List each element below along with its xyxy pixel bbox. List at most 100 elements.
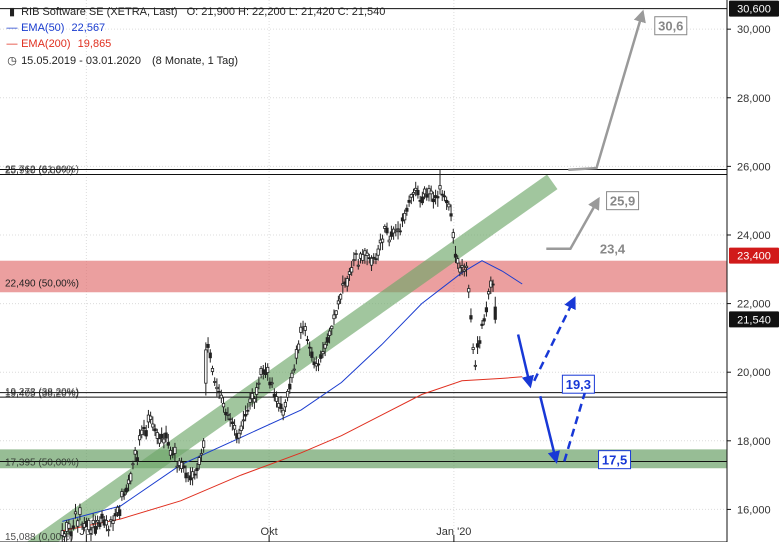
- price-badge: [729, 311, 779, 328]
- candle-body: [213, 381, 217, 383]
- ema50-line-icon: —: [6, 22, 18, 34]
- candle-body: [122, 493, 126, 496]
- candle-body: [182, 465, 186, 469]
- candle-body: [208, 352, 212, 359]
- candle-body: [308, 346, 312, 349]
- candle-body: [78, 507, 82, 515]
- candle-body: [60, 530, 64, 536]
- candle-body: [484, 307, 489, 313]
- candle-body: [376, 248, 380, 256]
- candle-body: [292, 368, 296, 371]
- candle-body: [166, 442, 170, 446]
- candle-body: [319, 354, 323, 359]
- period-detail: (8 Monate, 1 Tag): [152, 55, 239, 67]
- candle-body: [228, 418, 232, 421]
- candle-body: [100, 513, 104, 519]
- level-label: 25,762 (61,80%): [5, 165, 79, 176]
- zone-label: 22,490 (50,00%): [5, 278, 79, 289]
- candle-body: [305, 339, 310, 342]
- y-tick-label: 16,000: [737, 504, 771, 516]
- candle-body: [429, 190, 433, 195]
- price-badge-label: 30,600: [737, 4, 771, 16]
- candle-body: [149, 415, 153, 420]
- candle-body: [210, 368, 215, 372]
- candle-body: [279, 403, 283, 409]
- candle-body: [219, 394, 223, 399]
- candle-body: [310, 351, 314, 358]
- ema200-value: 19,865: [77, 38, 112, 50]
- candle-body: [124, 487, 128, 493]
- candle-body: [252, 398, 257, 403]
- candle-body: [460, 265, 464, 268]
- candle-body: [475, 343, 480, 348]
- y-tick-label: 24,000: [737, 230, 771, 242]
- target-label: 17,5: [602, 453, 627, 468]
- projection-arrow: [568, 9, 646, 172]
- support-zone: [0, 449, 780, 469]
- candle-body: [440, 193, 444, 196]
- projection-arrow: [546, 196, 600, 250]
- candle-body: [482, 318, 486, 322]
- candle-body: [111, 520, 115, 524]
- candle-body: [131, 463, 135, 466]
- target-box: [606, 191, 640, 211]
- candle-body: [270, 382, 274, 385]
- candle-body: [350, 267, 354, 273]
- candle-body: [140, 429, 144, 436]
- candle-body: [469, 315, 473, 320]
- candle-body: [464, 265, 469, 268]
- level-label: 15,088 (0,00%): [5, 532, 73, 542]
- level-label: 17,395 (50,00%): [5, 458, 79, 469]
- candle-body: [160, 433, 164, 439]
- target-label: 30,6: [658, 19, 683, 34]
- candle-body: [157, 438, 162, 444]
- candle-body: [467, 288, 471, 293]
- candle-body: [288, 383, 292, 390]
- price-badge: [729, 0, 779, 17]
- candle-body: [93, 525, 97, 534]
- y-tick-label: 22,000: [737, 299, 771, 311]
- candle-body: [336, 300, 340, 305]
- candle-body: [396, 228, 400, 231]
- candle-body: [420, 196, 424, 204]
- price-badges: 30,600 23,400 21,540: [729, 0, 779, 328]
- candle-body: [274, 396, 279, 402]
- candle-body: [73, 511, 78, 515]
- candle-body: [398, 230, 402, 233]
- candle-body: [456, 258, 460, 264]
- candle-body: [403, 212, 407, 221]
- candle-body: [239, 425, 243, 431]
- candle-body: [341, 283, 345, 286]
- x-tick-label: Okt: [261, 526, 278, 538]
- target-label: 19,3: [566, 377, 591, 392]
- candle-body: [217, 391, 221, 394]
- candle-body: [244, 413, 248, 417]
- ema200-line: [62, 376, 523, 532]
- candle-body: [248, 398, 252, 403]
- candle-body: [294, 349, 299, 359]
- candle-body: [221, 403, 226, 408]
- candle-body: [126, 479, 131, 485]
- candle-body: [473, 364, 477, 367]
- candle-body: [445, 199, 449, 204]
- candle-body: [257, 382, 261, 385]
- candle-body: [480, 323, 484, 326]
- candle-body: [118, 509, 122, 516]
- candle-body: [436, 196, 440, 199]
- y-tick-label: 20,000: [737, 367, 771, 379]
- candle-body: [354, 253, 358, 255]
- target-box: [561, 374, 595, 394]
- candle-body: [451, 232, 455, 239]
- candle-body: [184, 472, 188, 479]
- price-badge-label: 21,540: [737, 314, 771, 326]
- moving-averages: [62, 260, 523, 532]
- candle-body: [283, 401, 287, 408]
- candle-body: [372, 256, 376, 259]
- clock-icon: ◷: [7, 55, 17, 67]
- candle-body: [387, 239, 391, 243]
- candle-body: [303, 326, 307, 331]
- candle-body: [202, 440, 206, 448]
- candle-body: [153, 428, 157, 432]
